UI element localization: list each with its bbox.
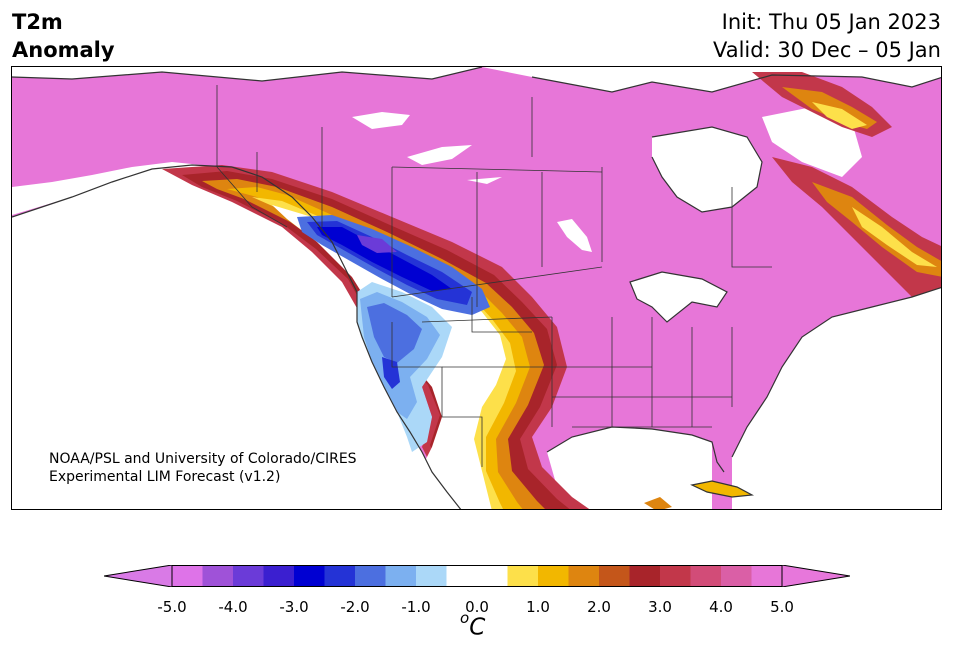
- credit-line-1: NOAA/PSL and University of Colorado/CIRE…: [49, 451, 357, 467]
- cold-anomaly-core: [317, 227, 452, 291]
- colorbar-segment: [721, 565, 752, 587]
- colorbar-graphic: [103, 564, 851, 588]
- colorbar-segment: [263, 565, 295, 587]
- colorbar-tick-label: -4.0: [218, 598, 248, 616]
- colorbar-segment: [202, 565, 234, 587]
- colorbar-segment: [446, 565, 478, 587]
- baffin-warm-yellow: [812, 102, 867, 129]
- valid-range: Valid: 30 Dec – 05 Jan: [712, 38, 941, 62]
- colorbar-segment: [629, 565, 661, 587]
- credit-line-2: Experimental LIM Forecast (v1.2): [49, 469, 281, 485]
- colorbar-segment: [355, 565, 386, 587]
- unit-letter: C: [469, 614, 486, 641]
- atlantic-ocean: [732, 287, 941, 509]
- lake-winnipeg: [557, 219, 592, 252]
- colorbar-tick-label: 4.0: [709, 598, 733, 616]
- colorbar-tick-label: -3.0: [279, 598, 309, 616]
- great-slave-lake: [407, 145, 472, 165]
- title-line-anomaly: Anomaly: [12, 38, 115, 62]
- colorbar-tick-label: 2.0: [587, 598, 611, 616]
- colorbar-segment: [385, 565, 417, 587]
- colorbar-tick-label: -1.0: [401, 598, 431, 616]
- colorbar-segment: [172, 565, 203, 587]
- neutral-anomaly: [272, 205, 506, 509]
- bering-sea: [12, 162, 202, 215]
- map-canvas: [12, 67, 941, 509]
- colorbar-tick-label: -5.0: [157, 598, 187, 616]
- colorbar-segment: [751, 565, 783, 587]
- great-bear-lake: [352, 112, 410, 129]
- colorbar-segment: [416, 565, 447, 587]
- unit-degree-symbol: o: [460, 609, 470, 627]
- colorbar-tick-label: 1.0: [526, 598, 550, 616]
- colorbar-segment: [538, 565, 569, 587]
- colorbar-tick-label: -2.0: [340, 598, 370, 616]
- northeast-warm-rose: [772, 157, 941, 297]
- colorbar-segment: [507, 565, 539, 587]
- colorbar-segment: [324, 565, 356, 587]
- colorbar: [103, 564, 851, 591]
- colorbar-segment: [690, 565, 722, 587]
- lake-athabasca: [467, 177, 502, 184]
- colorbar-unit: oC: [460, 609, 486, 641]
- great-lakes: [630, 272, 727, 322]
- colorbar-tick-label: 3.0: [648, 598, 672, 616]
- pacific-ocean: [12, 165, 461, 509]
- northeast-warm-yellow: [852, 207, 937, 267]
- colorbar-tick-label: 5.0: [770, 598, 794, 616]
- title-line-variable: T2m: [12, 10, 63, 34]
- anomaly-map: [11, 66, 942, 510]
- political-boundaries: [216, 85, 772, 467]
- yucatan: [644, 497, 672, 509]
- gulf-of-mexico: [547, 427, 712, 509]
- cuba: [692, 481, 752, 497]
- colorbar-segment: [233, 565, 264, 587]
- colorbar-border: [171, 565, 783, 587]
- colorbar-segment: [660, 565, 691, 587]
- colorbar-under-arrow: [103, 564, 173, 588]
- map-title: T2m Anomaly: [12, 8, 115, 64]
- colorbar-segment: [599, 565, 630, 587]
- forecast-dates: Init: Thu 05 Jan 2023 Valid: 30 Dec – 05…: [713, 8, 941, 64]
- coastlines: [12, 67, 941, 509]
- cool-anomaly-mid: [367, 303, 422, 363]
- cold-anomaly-purple: [357, 235, 397, 253]
- colorbar-segment: [477, 565, 508, 587]
- colorbar-tick-label: 0.0: [465, 598, 489, 616]
- arctic-ocean: [12, 67, 941, 92]
- colorbar-over-arrow: [781, 564, 851, 588]
- init-date: Init: Thu 05 Jan 2023: [721, 10, 941, 34]
- cool-anomaly-california: [382, 357, 400, 389]
- hudson-bay: [652, 127, 762, 212]
- colorbar-segment: [568, 565, 600, 587]
- credit-text: NOAA/PSL and University of Colorado/CIRE…: [49, 450, 357, 486]
- colorbar-segment: [294, 565, 325, 587]
